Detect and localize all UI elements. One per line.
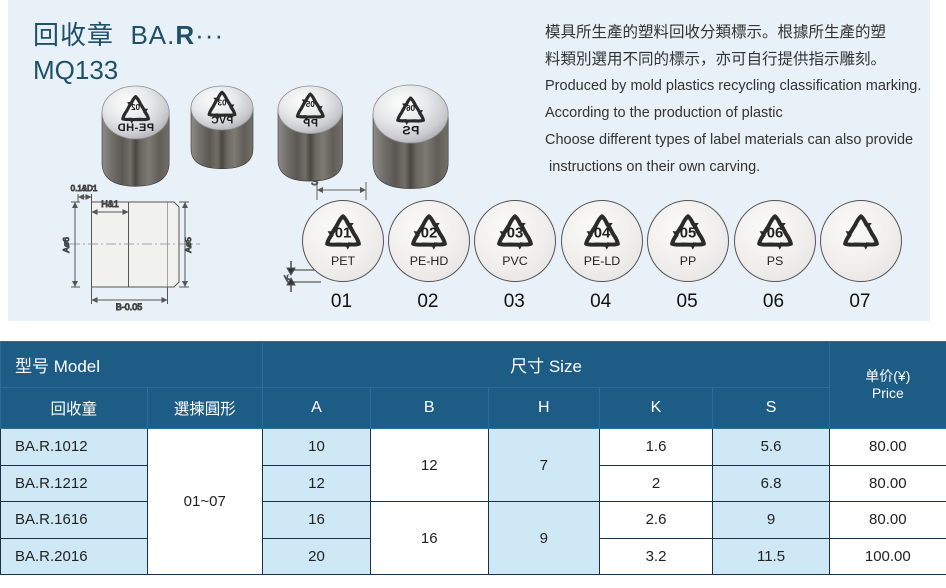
svg-text:PP: PP: [680, 254, 697, 268]
svg-text:PE-LD: PE-LD: [583, 254, 620, 268]
svg-text:PE-HD: PE-HD: [410, 254, 449, 268]
svg-text:02: 02: [130, 102, 139, 111]
svg-text:01: 01: [334, 226, 351, 242]
svg-text:05: 05: [680, 226, 697, 242]
svg-text:PS: PS: [402, 123, 420, 137]
svg-text:03: 03: [507, 226, 524, 242]
svg-text:06: 06: [406, 104, 415, 113]
svg-text:PVC: PVC: [503, 254, 529, 268]
svg-text:PVC: PVC: [211, 115, 234, 126]
svg-text:PP: PP: [302, 117, 317, 129]
svg-text:PET: PET: [330, 254, 355, 268]
svg-text:05: 05: [305, 100, 314, 109]
svg-text:04: 04: [593, 226, 610, 242]
svg-text:03: 03: [217, 98, 226, 107]
svg-text:PS: PS: [766, 254, 783, 268]
svg-text:06: 06: [766, 226, 783, 242]
svg-text:PE-HD: PE-HD: [117, 122, 154, 134]
